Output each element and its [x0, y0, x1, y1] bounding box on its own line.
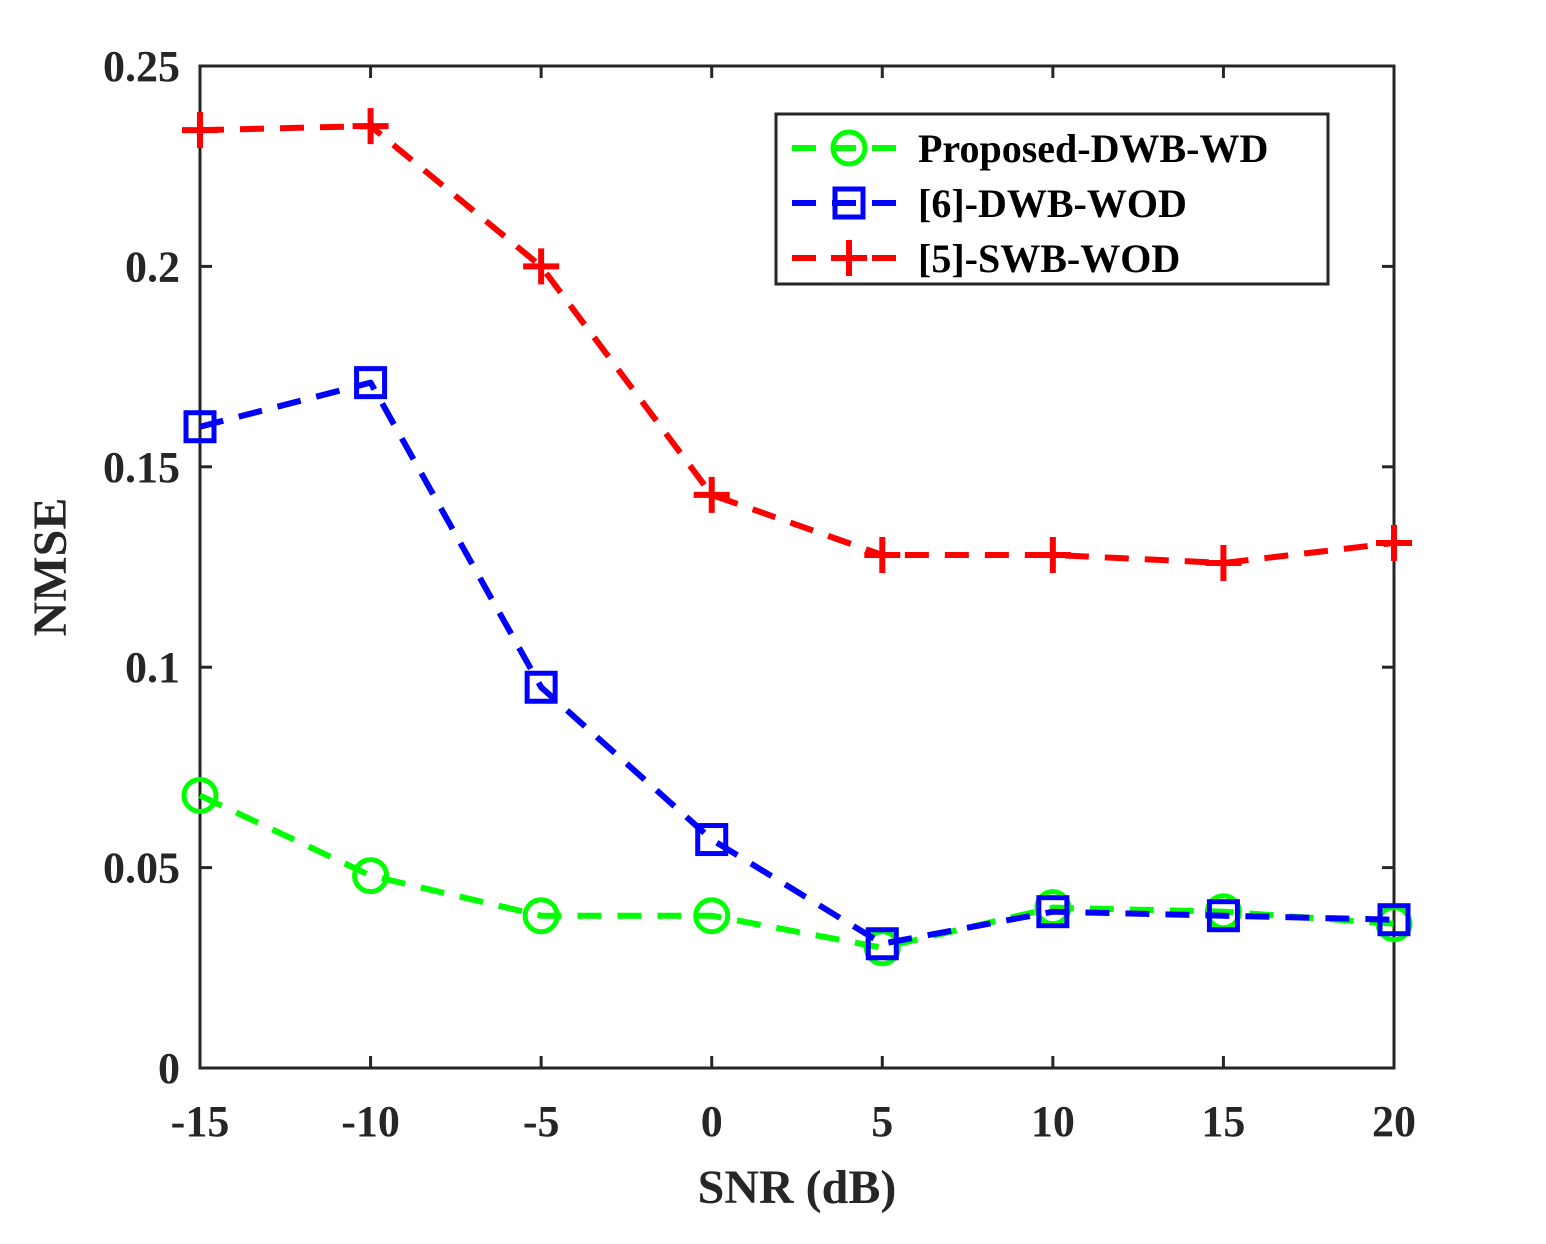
data-point	[523, 248, 560, 285]
x-tick-label: -10	[341, 1097, 400, 1146]
y-axis-title: NMSE	[24, 498, 77, 637]
data-point	[865, 927, 899, 961]
series-line	[199, 379, 1395, 947]
legend-entry: Proposed-DWB-WD	[792, 126, 1268, 171]
y-tick-label: 0.2	[125, 242, 180, 291]
data-point	[354, 366, 388, 400]
x-tick-label: 5	[871, 1097, 893, 1146]
data-point	[182, 112, 218, 149]
y-tick-label: 0.15	[103, 443, 180, 492]
data-point	[1036, 895, 1070, 929]
y-tick-label: 0.25	[103, 42, 180, 91]
y-tick-label: 0.05	[103, 844, 180, 893]
data-point	[1205, 544, 1242, 581]
x-tick-label: 15	[1201, 1097, 1245, 1146]
legend: Proposed-DWB-WD [6]-DWB-WOD [5]-SWB-WOD	[774, 112, 1330, 286]
data-point	[352, 857, 390, 895]
x-tick-label: 0	[701, 1097, 723, 1146]
legend-marker	[832, 186, 866, 220]
data-point	[181, 776, 219, 814]
data-point	[693, 897, 731, 935]
data-point	[352, 108, 389, 145]
legend-entry: [6]-DWB-WOD	[792, 181, 1187, 226]
data-point	[864, 536, 901, 573]
y-tick-label: 0	[158, 1044, 180, 1093]
data-point	[693, 476, 730, 513]
legend-marker	[831, 240, 867, 276]
data-point	[1206, 899, 1240, 933]
plot-frame	[198, 64, 1396, 1070]
y-tick-label: 0.1	[125, 643, 180, 692]
legend-label: Proposed-DWB-WD	[918, 126, 1268, 171]
data-point	[522, 897, 560, 935]
data-point	[1377, 903, 1411, 937]
axes: -15 -10 -5 0 5 10 15 20 0 0.05 0.1 0.15 0.2 0.25	[103, 42, 1416, 1146]
data-point	[1376, 524, 1412, 561]
x-axis-title: SNR (dB)	[698, 1161, 897, 1214]
series-plus	[182, 108, 1412, 581]
series-circle	[181, 776, 1413, 967]
legend-label: [6]-DWB-WOD	[918, 181, 1187, 226]
x-tick-label: 10	[1031, 1097, 1075, 1146]
x-tick-label: 20	[1372, 1097, 1416, 1146]
x-tick-label: -5	[523, 1097, 560, 1146]
series-layer	[181, 108, 1413, 967]
series-line	[199, 123, 1395, 566]
legend-marker	[830, 129, 868, 167]
series-square	[183, 366, 1411, 961]
data-point	[183, 410, 217, 444]
data-point	[524, 670, 558, 704]
legend-label: [5]-SWB-WOD	[918, 236, 1180, 281]
data-point	[1034, 536, 1071, 573]
series-line	[198, 792, 1395, 951]
legend-box	[774, 112, 1330, 286]
legend-entry: [5]-SWB-WOD	[792, 236, 1180, 281]
x-tick-label: -15	[171, 1097, 230, 1146]
data-point	[695, 823, 729, 857]
